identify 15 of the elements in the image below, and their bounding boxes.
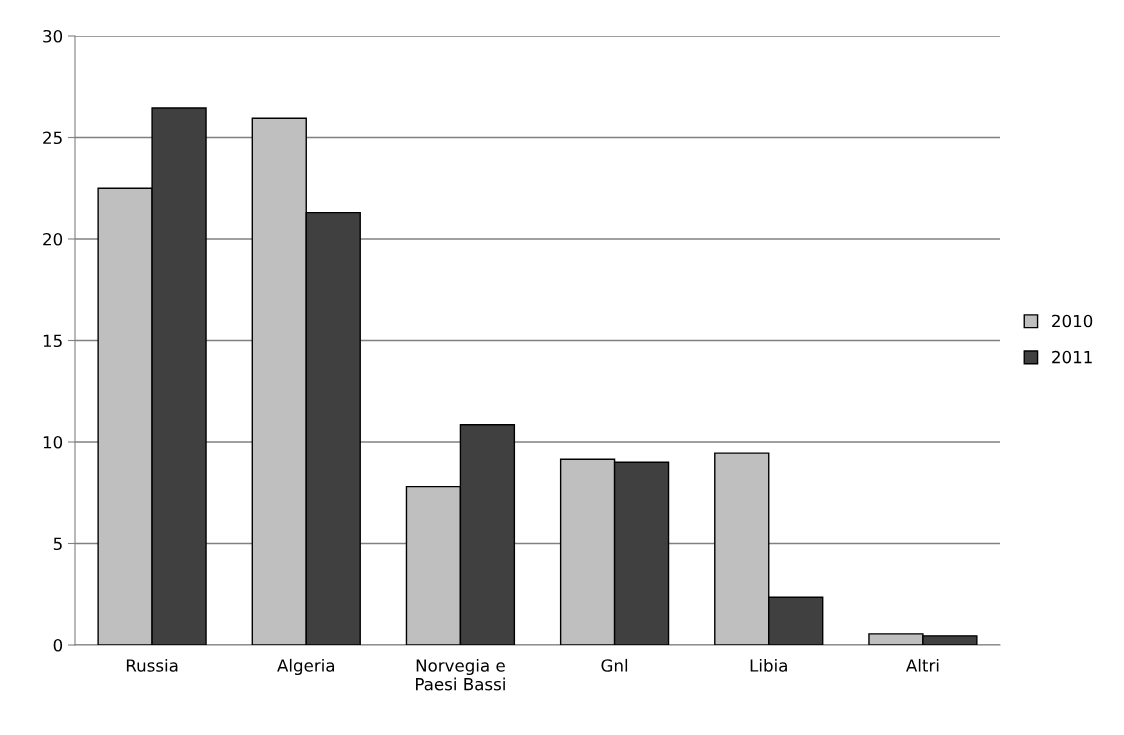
legend-label: 2010 — [1052, 314, 1093, 328]
y-tick-label: 0 — [53, 638, 63, 652]
y-tick-label: 5 — [53, 537, 62, 551]
x-tick-label: Gnl — [601, 658, 628, 672]
y-tick-label: 15 — [43, 334, 62, 348]
legend-label: 2011 — [1052, 350, 1092, 364]
x-tick-label: Libia — [750, 658, 787, 672]
y-tick-label: 20 — [43, 232, 63, 246]
y-tick-label: 30 — [43, 29, 63, 43]
x-tick-label: Russia — [126, 658, 178, 672]
x-tick-label: Altri — [906, 658, 939, 672]
y-tick-label: 25 — [43, 131, 62, 145]
y-tick-label: 10 — [43, 435, 63, 449]
x-tick-label: Algeria — [277, 658, 335, 676]
x-tick-label: Norvegia e Paesi Bassi — [416, 658, 505, 691]
